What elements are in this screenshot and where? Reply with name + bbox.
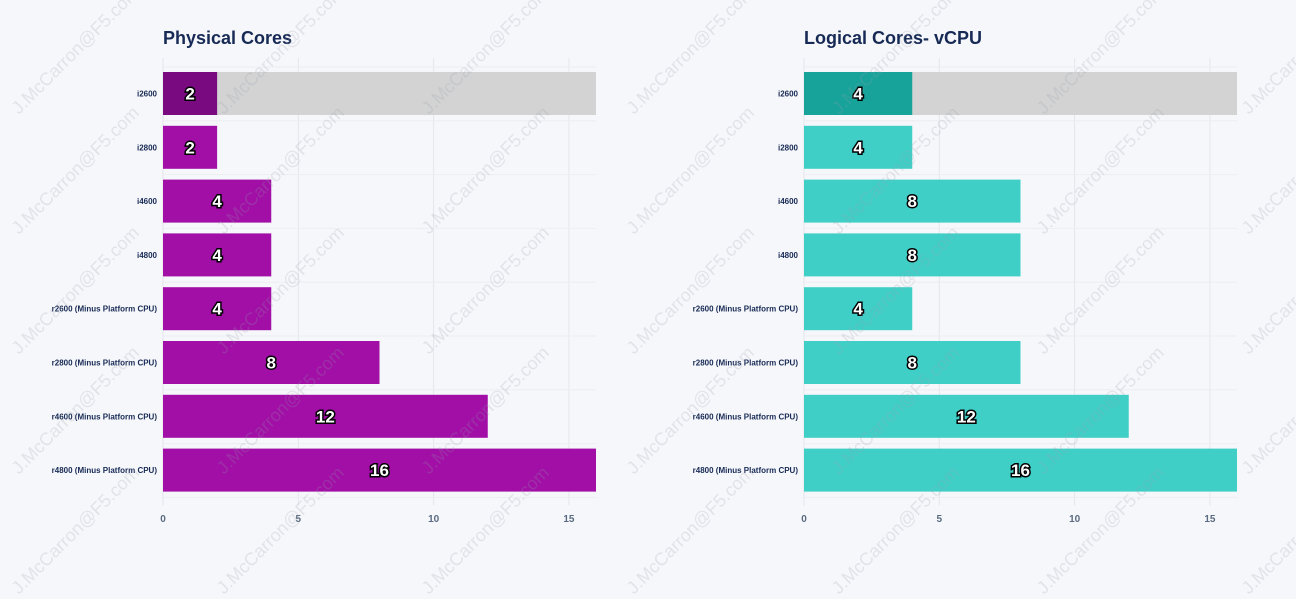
category-label: i4800: [778, 251, 799, 260]
category-label: r2600 (Minus Platform CPU): [693, 305, 799, 314]
x-tick-label: 15: [1204, 514, 1216, 525]
bar: [804, 72, 913, 115]
bar: [163, 341, 380, 384]
bar: [163, 72, 218, 115]
bar: [163, 448, 596, 492]
category-label: i2600: [778, 90, 799, 99]
category-label: r4600 (Minus Platform CPU): [52, 412, 158, 421]
category-label: i4800: [137, 251, 158, 260]
x-tick-label: 0: [160, 514, 166, 525]
bar: [804, 394, 1129, 438]
x-tick-label: 0: [801, 514, 807, 525]
category-label: r4800 (Minus Platform CPU): [693, 466, 799, 475]
category-label: r2600 (Minus Platform CPU): [52, 305, 158, 314]
bar: [163, 125, 218, 169]
data-label: 4: [212, 300, 222, 319]
bar: [163, 394, 488, 438]
category-label: i4600: [778, 197, 799, 206]
data-label: 4: [212, 246, 222, 265]
bar: [804, 448, 1237, 492]
chart-title: Physical Cores: [163, 28, 293, 48]
data-label: 2: [185, 138, 194, 157]
x-tick-label: 15: [563, 514, 575, 525]
data-label: 4: [212, 192, 222, 211]
logical-cores-panel: Logical Cores- vCPU 4 i2600 4 i2800 8 i4600 8 i…: [648, 0, 1296, 540]
category-label: i4600: [137, 197, 158, 206]
data-label: 4: [853, 300, 863, 319]
data-label: 16: [1011, 461, 1030, 480]
physical-cores-chart: 2 i2600 2 i2800 4 i4600 4 i4800 4 r2600 (Minus Pl…: [52, 58, 596, 525]
x-tick-label: 10: [428, 514, 440, 525]
data-label: 2: [185, 85, 194, 104]
data-label: 8: [267, 354, 276, 373]
chart-title: Logical Cores- vCPU: [804, 28, 983, 48]
category-label: r2800 (Minus Platform CPU): [52, 359, 158, 368]
x-tick-label: 5: [296, 514, 302, 525]
bar: [804, 287, 913, 331]
category-label: i2600: [137, 90, 158, 99]
category-label: r4800 (Minus Platform CPU): [52, 466, 158, 475]
data-label: 4: [853, 85, 863, 104]
bar: [804, 179, 1021, 223]
data-label: 8: [908, 246, 917, 265]
data-label: 12: [957, 407, 976, 426]
bar: [163, 287, 272, 331]
bar: [163, 233, 272, 277]
data-label: 8: [908, 192, 917, 211]
data-label: 12: [316, 407, 335, 426]
bar: [804, 125, 913, 169]
category-label: i2800: [137, 143, 158, 152]
category-label: i2800: [778, 143, 799, 152]
category-label: r4600 (Minus Platform CPU): [693, 412, 799, 421]
logical-cores-chart: 4 i2600 4 i2800 8 i4600 8 i4800 4 r2600 (Minus Pl…: [693, 58, 1237, 525]
data-label: 8: [908, 354, 917, 373]
data-label: 4: [853, 138, 863, 157]
bar: [804, 341, 1021, 384]
physical-cores-panel: Physical Cores 2 i2600 2 i2800 4 i4600 4 i4800 4…: [0, 0, 648, 540]
x-tick-label: 5: [937, 514, 943, 525]
bar: [163, 179, 272, 223]
x-tick-label: 10: [1069, 514, 1081, 525]
bar-track: [163, 72, 596, 115]
data-label: 16: [370, 461, 389, 480]
bar: [804, 233, 1021, 277]
category-label: r2800 (Minus Platform CPU): [693, 359, 799, 368]
